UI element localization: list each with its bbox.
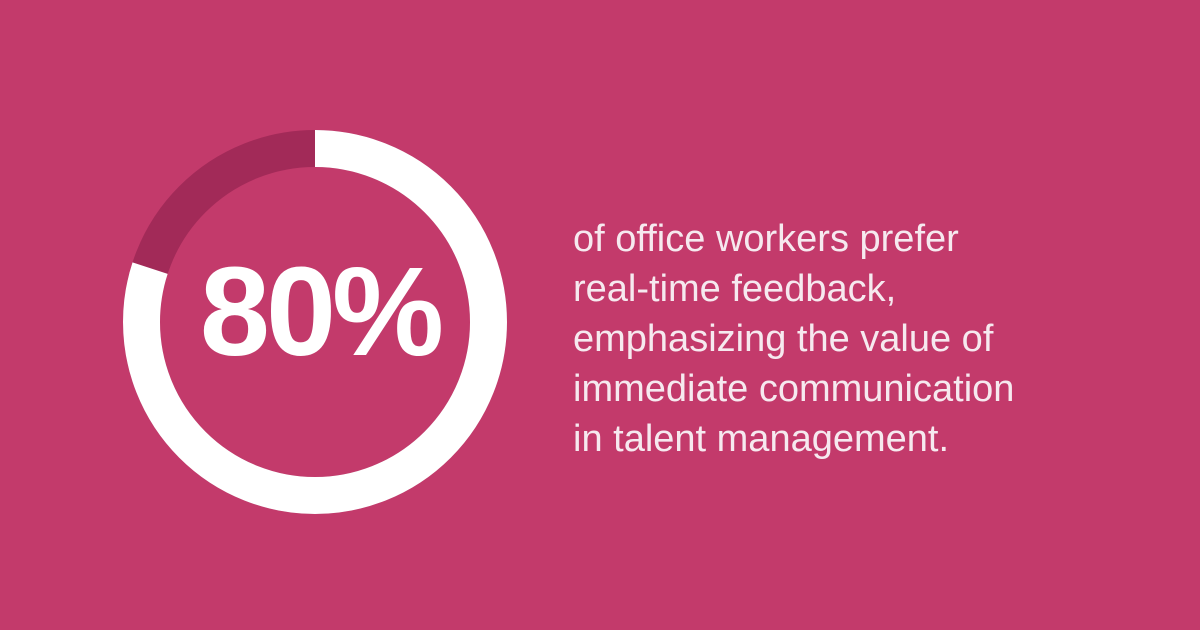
donut-chart: 80% bbox=[123, 130, 507, 514]
stat-caption: of office workers prefer real-time feedb… bbox=[573, 218, 1015, 460]
donut-ring-svg bbox=[123, 130, 507, 514]
donut-percentage-label: 80% bbox=[199, 241, 444, 382]
donut-progress-arc bbox=[123, 130, 507, 514]
